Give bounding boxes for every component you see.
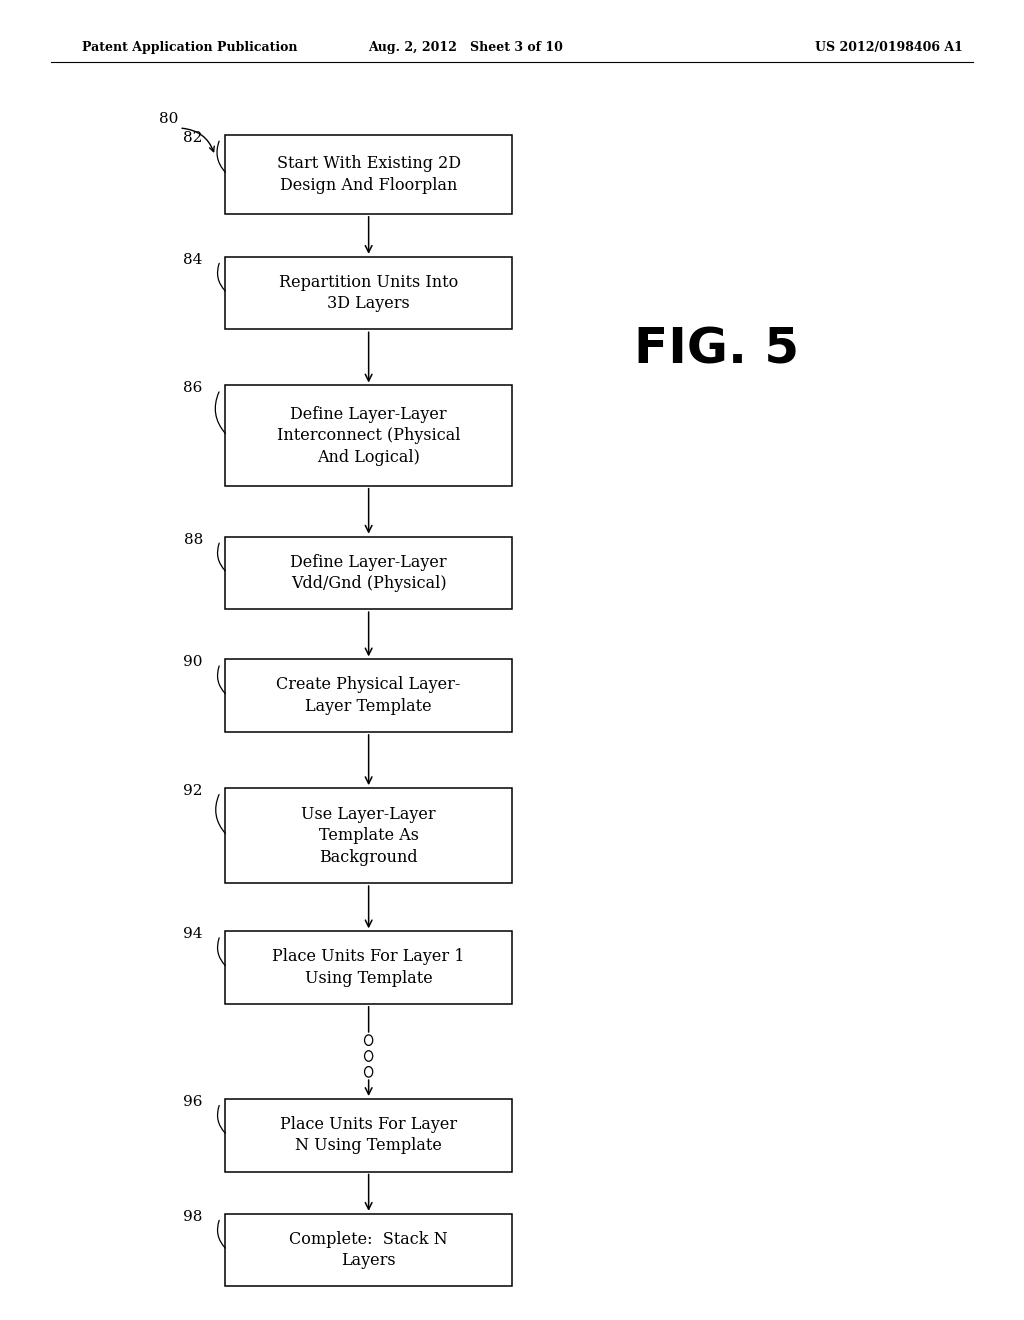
Text: 96: 96 [183, 1096, 203, 1109]
Bar [225, 788, 512, 883]
Text: Aug. 2, 2012   Sheet 3 of 10: Aug. 2, 2012 Sheet 3 of 10 [369, 41, 563, 54]
Text: Create Physical Layer-
Layer Template: Create Physical Layer- Layer Template [276, 676, 461, 715]
Circle shape [365, 1067, 373, 1077]
FancyArrowPatch shape [217, 1220, 225, 1249]
FancyArrowPatch shape [215, 392, 225, 433]
FancyArrowPatch shape [217, 665, 225, 694]
FancyArrowPatch shape [217, 263, 225, 292]
Bar [225, 660, 512, 731]
Text: 98: 98 [183, 1209, 203, 1224]
Bar [225, 537, 512, 610]
Text: Repartition Units Into
3D Layers: Repartition Units Into 3D Layers [279, 273, 459, 313]
Text: 88: 88 [183, 533, 203, 546]
Bar [225, 135, 512, 214]
FancyArrowPatch shape [217, 937, 225, 966]
FancyArrowPatch shape [216, 795, 225, 833]
Bar [225, 256, 512, 329]
Text: Use Layer-Layer
Template As
Background: Use Layer-Layer Template As Background [301, 805, 436, 866]
Bar [225, 1098, 512, 1172]
Circle shape [365, 1035, 373, 1045]
Text: FIG. 5: FIG. 5 [634, 326, 800, 374]
Text: Define Layer-Layer
Vdd/Gnd (Physical): Define Layer-Layer Vdd/Gnd (Physical) [291, 553, 446, 593]
Bar [225, 1214, 512, 1286]
Text: 92: 92 [183, 784, 203, 799]
Text: 82: 82 [183, 131, 203, 145]
Text: Place Units For Layer 1
Using Template: Place Units For Layer 1 Using Template [272, 948, 465, 987]
Bar [225, 385, 512, 486]
Text: Patent Application Publication: Patent Application Publication [82, 41, 297, 54]
Text: 84: 84 [183, 253, 203, 267]
FancyArrowPatch shape [182, 128, 214, 152]
Text: Define Layer-Layer
Interconnect (Physical
And Logical): Define Layer-Layer Interconnect (Physica… [276, 405, 461, 466]
Circle shape [365, 1051, 373, 1061]
FancyArrowPatch shape [217, 543, 225, 572]
Text: 86: 86 [183, 381, 203, 396]
Text: 94: 94 [183, 927, 203, 941]
Text: 80: 80 [159, 112, 178, 125]
Text: US 2012/0198406 A1: US 2012/0198406 A1 [815, 41, 963, 54]
Text: 90: 90 [183, 656, 203, 669]
Bar [225, 932, 512, 1003]
Text: Place Units For Layer
N Using Template: Place Units For Layer N Using Template [281, 1115, 457, 1155]
Text: Start With Existing 2D
Design And Floorplan: Start With Existing 2D Design And Floorp… [276, 154, 461, 194]
FancyArrowPatch shape [217, 141, 225, 173]
Text: Complete:  Stack N
Layers: Complete: Stack N Layers [290, 1230, 447, 1270]
FancyArrowPatch shape [217, 1105, 225, 1134]
